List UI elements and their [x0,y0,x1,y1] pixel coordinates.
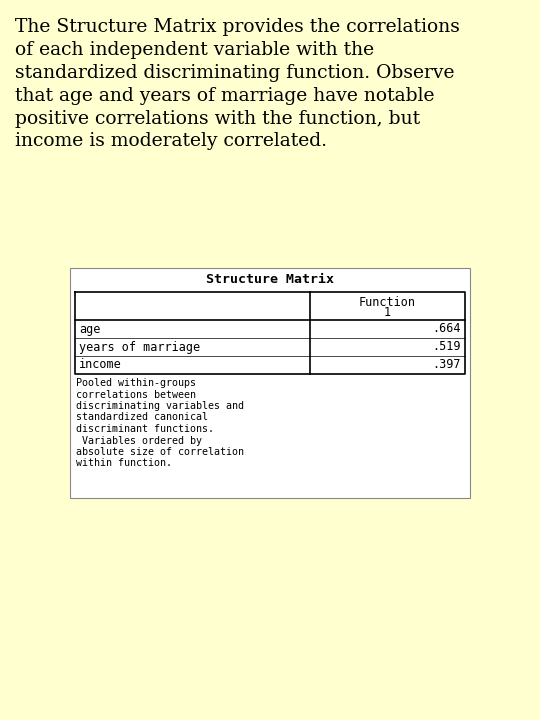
Text: years of marriage: years of marriage [79,341,200,354]
Text: .664: .664 [433,323,461,336]
Text: .397: .397 [433,359,461,372]
Text: within function.: within function. [76,459,172,469]
Text: Variables ordered by: Variables ordered by [76,436,202,446]
Text: correlations between: correlations between [76,390,196,400]
Text: Function: Function [359,295,416,308]
Text: income: income [79,359,122,372]
Text: 1: 1 [384,305,391,318]
FancyBboxPatch shape [70,268,470,498]
Text: .519: .519 [433,341,461,354]
Text: Pooled within-groups: Pooled within-groups [76,378,196,388]
Text: age: age [79,323,100,336]
Text: The Structure Matrix provides the correlations
of each independent variable with: The Structure Matrix provides the correl… [15,18,460,150]
Text: standardized canonical: standardized canonical [76,413,208,423]
Text: absolute size of correlation: absolute size of correlation [76,447,244,457]
Text: discriminant functions.: discriminant functions. [76,424,214,434]
Text: Structure Matrix: Structure Matrix [206,273,334,286]
Text: discriminating variables and: discriminating variables and [76,401,244,411]
